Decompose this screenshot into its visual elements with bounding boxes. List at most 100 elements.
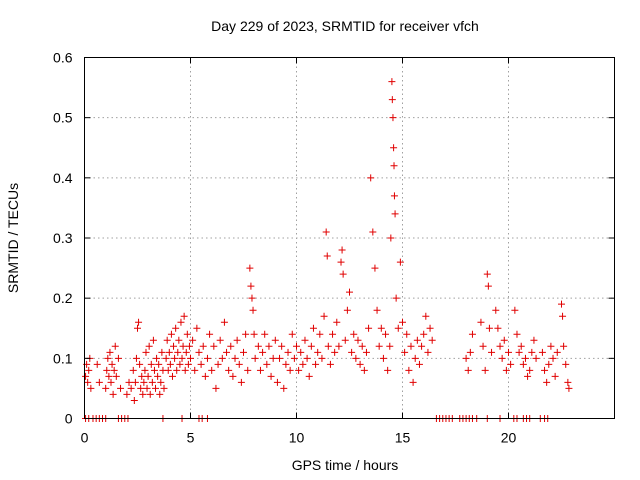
- data-point: [479, 342, 487, 350]
- data-point: [117, 384, 125, 392]
- data-point: [233, 336, 241, 344]
- data-point: [208, 366, 216, 374]
- data-point: [214, 360, 222, 368]
- data-point: [139, 390, 147, 398]
- data-point: [146, 390, 154, 398]
- data-point: [320, 312, 328, 320]
- data-point: [524, 372, 532, 380]
- data-point: [111, 342, 119, 350]
- data-point: [218, 354, 226, 362]
- data-point: [538, 348, 546, 356]
- data-point: [276, 354, 284, 362]
- data-point: [189, 336, 197, 344]
- chart-title: Day 229 of 2023, SRMTID for receiver vfc…: [211, 18, 479, 34]
- data-point: [254, 342, 262, 350]
- data-point: [143, 384, 151, 392]
- data-point: [223, 348, 231, 356]
- data-point: [112, 372, 120, 380]
- data-point: [191, 366, 199, 374]
- data-point: [212, 384, 220, 392]
- data-point: [288, 330, 296, 338]
- data-point: [502, 366, 510, 374]
- data-point: [163, 336, 171, 344]
- data-point: [399, 318, 406, 326]
- data-point: [348, 348, 356, 356]
- data-point: [225, 366, 233, 374]
- x-tick-label: 10: [289, 430, 305, 446]
- data-point: [104, 354, 112, 362]
- data-point: [488, 348, 496, 356]
- data-point: [295, 366, 303, 374]
- data-point: [184, 360, 192, 368]
- data-point: [251, 354, 259, 362]
- data-point: [177, 318, 185, 326]
- data-point: [390, 162, 398, 170]
- data-point: [172, 324, 180, 332]
- data-point: [339, 270, 347, 278]
- y-tick-label: 0.3: [53, 230, 73, 246]
- data-point: [278, 342, 286, 350]
- data-point: [249, 306, 257, 314]
- data-point: [382, 330, 390, 338]
- data-point: [135, 318, 143, 326]
- data-point: [148, 378, 156, 386]
- data-point: [105, 372, 113, 380]
- data-point: [477, 318, 485, 326]
- data-point: [386, 342, 394, 350]
- x-tick-label: 15: [395, 430, 411, 446]
- data-point: [424, 348, 432, 356]
- data-point: [303, 354, 311, 362]
- data-point: [125, 378, 133, 386]
- data-point: [140, 378, 148, 386]
- data-point: [153, 354, 161, 362]
- data-point: [131, 378, 139, 386]
- data-point: [464, 366, 472, 374]
- data-point: [354, 336, 362, 344]
- data-point: [373, 306, 381, 314]
- data-point: [171, 354, 179, 362]
- data-point: [82, 372, 90, 380]
- data-point: [242, 330, 250, 338]
- data-point: [240, 348, 247, 356]
- data-point: [517, 342, 525, 350]
- data-point: [110, 366, 118, 374]
- data-point: [158, 348, 166, 356]
- data-point: [150, 366, 158, 374]
- data-point: [466, 348, 474, 356]
- data-point: [387, 234, 395, 242]
- data-point: [513, 330, 521, 338]
- data-point: [173, 366, 181, 374]
- data-point: [187, 354, 194, 362]
- data-point: [206, 330, 214, 338]
- data-point: [109, 390, 117, 398]
- data-point: [420, 330, 428, 338]
- x-axis-label: GPS time / hours: [292, 457, 399, 473]
- data-point: [547, 342, 555, 350]
- data-point: [337, 258, 345, 266]
- data-point: [280, 384, 288, 392]
- data-point: [411, 354, 419, 362]
- data-point: [134, 324, 141, 332]
- data-point: [247, 282, 255, 290]
- data-point: [407, 342, 415, 350]
- data-point: [154, 372, 162, 380]
- data-point: [85, 366, 93, 374]
- data-point: [483, 270, 491, 278]
- data-point: [147, 360, 155, 368]
- data-point: [492, 306, 500, 314]
- data-point: [401, 348, 409, 356]
- data-point: [316, 330, 324, 338]
- data-point: [107, 378, 115, 386]
- data-point: [182, 348, 190, 356]
- data-point: [392, 294, 400, 302]
- x-tick-label: 20: [501, 430, 517, 446]
- data-point: [130, 396, 138, 404]
- data-point: [269, 354, 277, 362]
- data-point: [95, 378, 103, 386]
- y-axis-label: SRMTID / TECUs: [5, 183, 21, 293]
- data-point: [244, 366, 252, 374]
- data-point: [210, 342, 218, 350]
- y-tick-label: 0.6: [53, 50, 73, 66]
- data-point: [318, 354, 326, 362]
- data-point: [394, 324, 402, 332]
